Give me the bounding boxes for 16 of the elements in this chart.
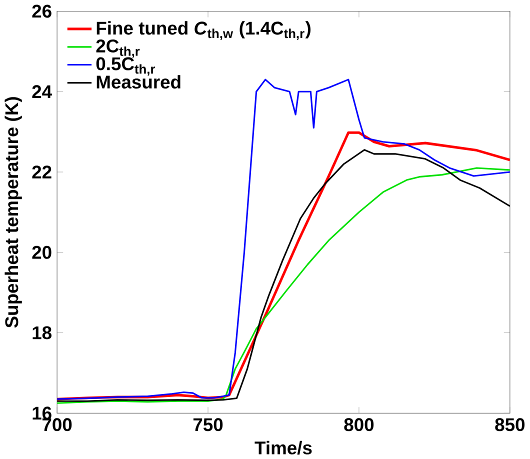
y-tick-label: 16 bbox=[32, 406, 52, 420]
y-tick-label: 26 bbox=[32, 4, 52, 18]
legend-label: Measured bbox=[96, 74, 180, 88]
y-tick-label: 20 bbox=[32, 246, 52, 259]
x-tick-label: 850 bbox=[495, 418, 525, 432]
x-axis-title: Time/s bbox=[254, 440, 312, 454]
y-tick-label: 24 bbox=[32, 85, 52, 98]
legend-label: 2C$_{th,r}$ bbox=[96, 39, 140, 58]
legend-label: 0.5C$_{th,r}$ bbox=[96, 57, 156, 76]
x-tick-label: 700 bbox=[42, 418, 72, 432]
y-tick-label: 18 bbox=[32, 326, 52, 340]
legend-label: Fine tuned C$_{th,w}$ (1.4C$_{th,r}$) bbox=[96, 21, 310, 40]
y-tick-label: 22 bbox=[32, 165, 52, 178]
x-tick-label: 750 bbox=[193, 418, 223, 432]
y-axis-title: Superheat temperature (K) bbox=[4, 96, 22, 328]
x-tick-label: 800 bbox=[344, 418, 374, 432]
